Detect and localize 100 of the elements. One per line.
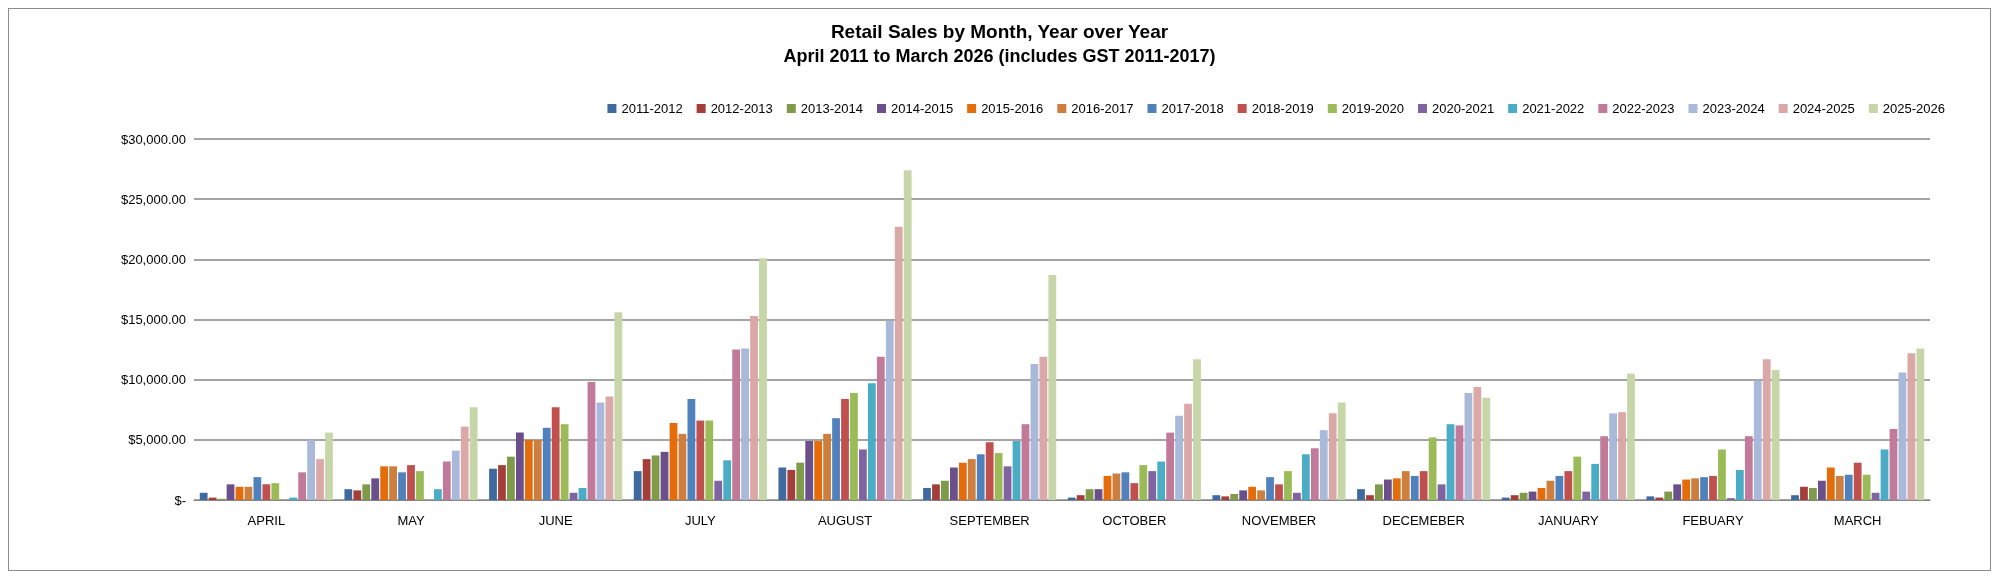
legend-label: 2013-2014	[800, 101, 863, 116]
bar	[533, 439, 542, 500]
bar	[1221, 496, 1230, 500]
bar	[841, 398, 849, 500]
bar	[416, 471, 424, 500]
bar	[994, 453, 1003, 500]
bar	[1446, 424, 1455, 500]
bar	[524, 439, 533, 500]
bar	[696, 420, 705, 500]
bar	[1293, 492, 1301, 500]
bar	[1039, 356, 1048, 500]
bar	[832, 418, 840, 500]
x-tick-label: OCTOBER	[1102, 513, 1167, 528]
bar	[1437, 484, 1446, 500]
bar	[714, 480, 723, 500]
bar	[778, 467, 787, 500]
bar	[1257, 490, 1265, 500]
bar	[750, 315, 758, 500]
legend-label: 2019-2020	[1341, 101, 1404, 116]
legend-label: 2016-2017	[1071, 101, 1134, 116]
bar	[1266, 477, 1274, 500]
bar	[1410, 475, 1419, 500]
bar	[1682, 479, 1691, 500]
bar	[1193, 359, 1201, 500]
bar	[1735, 469, 1744, 500]
bar	[1337, 402, 1346, 500]
bar	[1148, 471, 1157, 500]
bar	[1310, 448, 1319, 500]
bar	[460, 426, 469, 500]
bar	[1907, 353, 1916, 500]
bar	[542, 427, 551, 500]
bar	[587, 382, 596, 500]
bar	[433, 489, 442, 500]
bar	[551, 407, 560, 500]
bar	[1184, 403, 1192, 500]
bar	[923, 487, 931, 500]
bar	[389, 466, 397, 500]
bar	[723, 460, 732, 500]
bar	[316, 459, 324, 500]
bar	[850, 392, 858, 500]
x-tick-label: MAY	[397, 513, 425, 528]
bar	[1809, 487, 1817, 500]
bar	[1428, 437, 1437, 500]
x-tick-label: JANUARY	[1538, 513, 1599, 528]
bar	[1898, 372, 1907, 500]
bar	[894, 226, 903, 500]
bar	[1762, 359, 1771, 500]
bar	[1366, 495, 1374, 500]
x-tick-label: JULY	[684, 513, 717, 528]
bar	[1618, 412, 1626, 500]
bar	[1392, 478, 1401, 500]
bar	[741, 348, 749, 500]
bar	[958, 462, 967, 500]
bar	[1791, 495, 1799, 500]
bar	[759, 258, 767, 500]
bar	[903, 170, 912, 500]
bar	[967, 459, 976, 500]
bar	[371, 478, 380, 500]
bar	[199, 492, 208, 500]
legend-label: 2015-2016	[981, 101, 1044, 116]
bar	[362, 484, 371, 500]
legend-label: 2023-2024	[1702, 101, 1765, 116]
x-tick-label: FEBUARY	[1682, 513, 1744, 528]
x-tick-label: NOVEMBER	[1241, 513, 1317, 528]
bar	[498, 465, 506, 500]
bar	[442, 461, 451, 500]
bar	[1718, 449, 1726, 500]
y-tick-label: $5,000.00	[128, 432, 186, 448]
bar	[1375, 484, 1383, 500]
bar	[1175, 415, 1183, 500]
bar	[1030, 364, 1039, 500]
y-tick-label: $15,000.00	[120, 312, 186, 327]
bar	[1473, 386, 1482, 500]
x-tick-label: JUNE	[538, 513, 573, 528]
bar	[1817, 480, 1826, 500]
bar	[1076, 495, 1085, 500]
bar	[1744, 436, 1753, 500]
bar	[985, 442, 994, 500]
bar	[876, 356, 885, 500]
bar	[1301, 454, 1310, 500]
bar	[1609, 413, 1617, 500]
bar	[1826, 467, 1835, 500]
bar	[796, 462, 805, 500]
bar	[1916, 348, 1925, 500]
bar	[1248, 486, 1257, 500]
bar	[271, 483, 280, 500]
bar	[814, 441, 823, 500]
bar	[1510, 495, 1519, 500]
bar	[1664, 491, 1673, 500]
bar	[307, 439, 315, 500]
bar	[253, 477, 262, 500]
legend-label: 2025-2026	[1882, 101, 1945, 116]
bar	[1230, 493, 1239, 500]
bar	[1212, 495, 1221, 500]
bar	[660, 451, 669, 500]
bar	[1157, 461, 1166, 500]
bar	[1835, 475, 1844, 500]
bar	[1880, 449, 1889, 500]
bar	[787, 469, 796, 500]
legend-label: 2017-2018	[1161, 101, 1224, 116]
